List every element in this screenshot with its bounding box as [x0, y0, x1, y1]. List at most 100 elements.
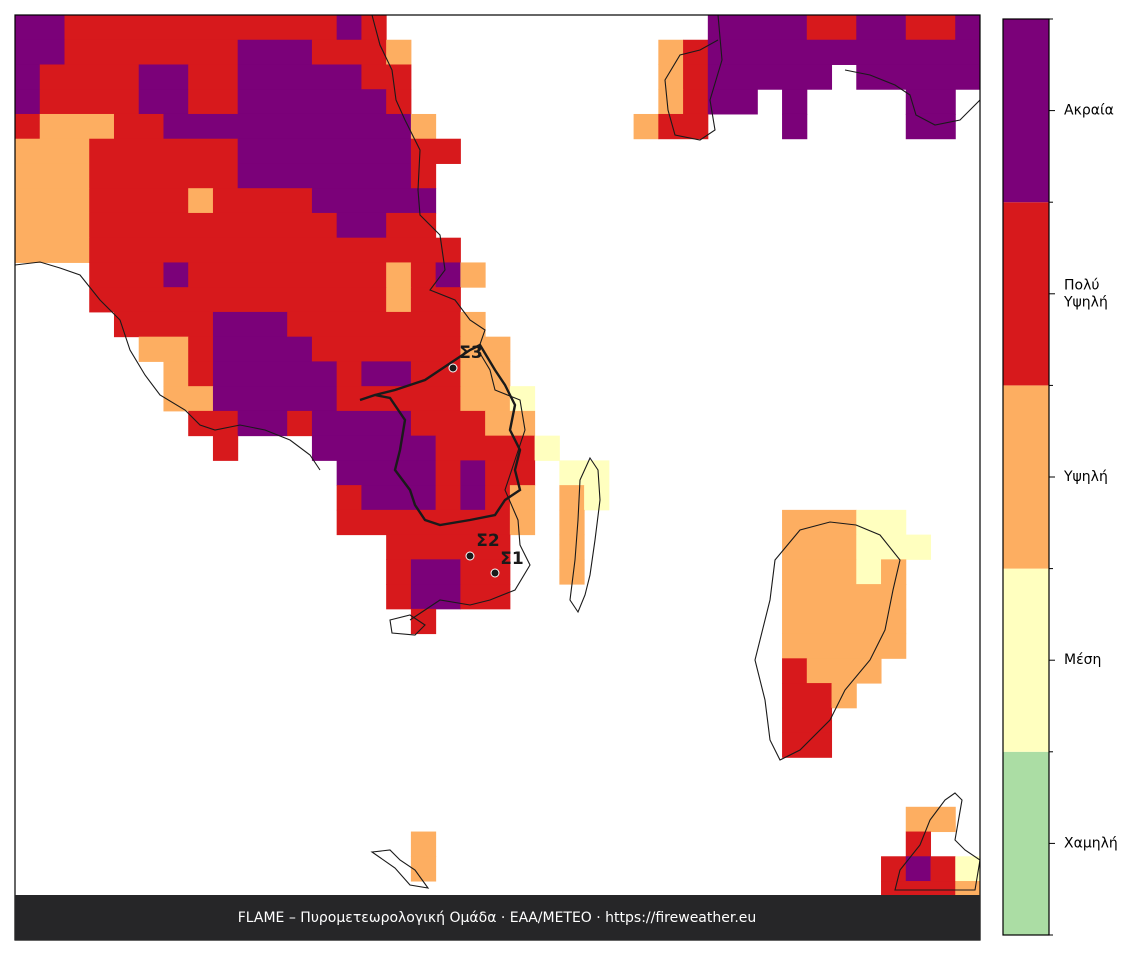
- danger-cell: [15, 113, 41, 140]
- danger-cell: [460, 311, 486, 338]
- danger-cell: [138, 89, 189, 115]
- danger-cell: [89, 212, 338, 239]
- danger-cell: [15, 138, 90, 164]
- danger-cell: [782, 534, 857, 560]
- danger-cell: [336, 212, 387, 239]
- colorbar-label: Υψηλή: [1063, 294, 1108, 310]
- danger-cell: [485, 485, 511, 511]
- danger-cell: [386, 584, 412, 610]
- danger-cell: [410, 410, 486, 437]
- danger-cell: [410, 584, 461, 610]
- danger-cell: [707, 89, 758, 115]
- danger-cell: [559, 460, 610, 486]
- danger-cell: [361, 64, 412, 90]
- danger-cell: [658, 64, 684, 90]
- danger-cell: [782, 633, 907, 659]
- danger-cell: [386, 287, 412, 313]
- coastline: [754, 521, 901, 761]
- danger-cell: [39, 89, 140, 115]
- colorbar-segment: [1003, 202, 1049, 386]
- danger-cell: [782, 683, 833, 709]
- danger-cell: [113, 311, 214, 338]
- danger-cell: [336, 15, 362, 41]
- danger-cell: [311, 435, 437, 461]
- danger-cell: [212, 361, 338, 387]
- colorbar-segment: [1003, 19, 1049, 203]
- danger-cell: [311, 336, 461, 362]
- danger-cell: [336, 509, 511, 536]
- danger-cell: [435, 460, 461, 486]
- danger-cell: [559, 485, 585, 511]
- danger-cell: [237, 64, 362, 90]
- footer-text: FLAME – Πυρομετεωρολογική Ομάδα · ΕΑΑ/ME…: [238, 910, 757, 926]
- danger-cell: [534, 435, 560, 461]
- danger-cell: [15, 64, 41, 90]
- danger-cell: [410, 163, 437, 189]
- danger-cell: [460, 559, 511, 585]
- danger-cell: [658, 39, 684, 65]
- danger-cell: [782, 608, 907, 635]
- danger-cell: [460, 336, 511, 362]
- danger-cell: [831, 683, 857, 709]
- danger-cell: [212, 188, 313, 214]
- coastline: [664, 15, 723, 141]
- danger-cell: [881, 856, 907, 882]
- station-label: Σ1: [500, 549, 523, 569]
- danger-cell: [856, 509, 907, 536]
- danger-cell: [64, 39, 239, 65]
- coastline: [15, 261, 321, 471]
- danger-cell: [683, 64, 709, 90]
- colorbar-label: Πολύ: [1064, 277, 1099, 293]
- danger-cell: [138, 336, 189, 362]
- border: [359, 343, 522, 527]
- danger-cell: [188, 262, 387, 288]
- danger-cell: [386, 39, 412, 65]
- danger-cell: [905, 856, 932, 882]
- danger-cell: [559, 534, 585, 560]
- danger-cell: [237, 39, 313, 65]
- danger-cell: [386, 89, 412, 115]
- danger-cell: [410, 287, 461, 313]
- danger-cell: [89, 138, 239, 164]
- footer-bar: [15, 895, 980, 940]
- danger-cell: [509, 509, 536, 536]
- danger-cell: [188, 361, 214, 387]
- danger-cell: [15, 39, 65, 65]
- colorbar-label: Μέση: [1064, 652, 1101, 668]
- station-label: Σ2: [476, 531, 499, 551]
- danger-cell: [460, 386, 511, 412]
- danger-cell: [806, 658, 882, 684]
- danger-cell: [336, 386, 461, 412]
- danger-cell: [955, 15, 980, 41]
- danger-cell: [336, 460, 437, 486]
- danger-cell: [163, 262, 189, 288]
- danger-cell: [15, 89, 41, 115]
- danger-cell: [856, 559, 882, 585]
- danger-cell: [188, 336, 214, 362]
- danger-cell: [782, 509, 857, 536]
- colorbar-segment: [1003, 751, 1049, 935]
- danger-cell: [212, 386, 338, 412]
- danger-cell: [311, 410, 412, 437]
- danger-cell: [188, 188, 214, 214]
- danger-cell: [410, 262, 437, 288]
- danger-cell: [386, 559, 412, 585]
- danger-cell: [707, 15, 808, 41]
- coastline: [844, 69, 980, 126]
- danger-cell: [113, 113, 164, 140]
- danger-cell: [212, 435, 239, 461]
- danger-cell: [361, 361, 412, 387]
- danger-cell: [188, 64, 239, 90]
- danger-cell: [782, 113, 808, 140]
- danger-cell: [336, 361, 362, 387]
- danger-cell: [633, 113, 659, 140]
- danger-cell: [410, 831, 437, 857]
- danger-cell: [782, 89, 808, 115]
- danger-cell: [683, 89, 709, 115]
- station-dot: [465, 551, 475, 561]
- danger-cell: [89, 163, 239, 189]
- danger-cell: [89, 287, 387, 313]
- colorbar-frame: [1002, 18, 1050, 936]
